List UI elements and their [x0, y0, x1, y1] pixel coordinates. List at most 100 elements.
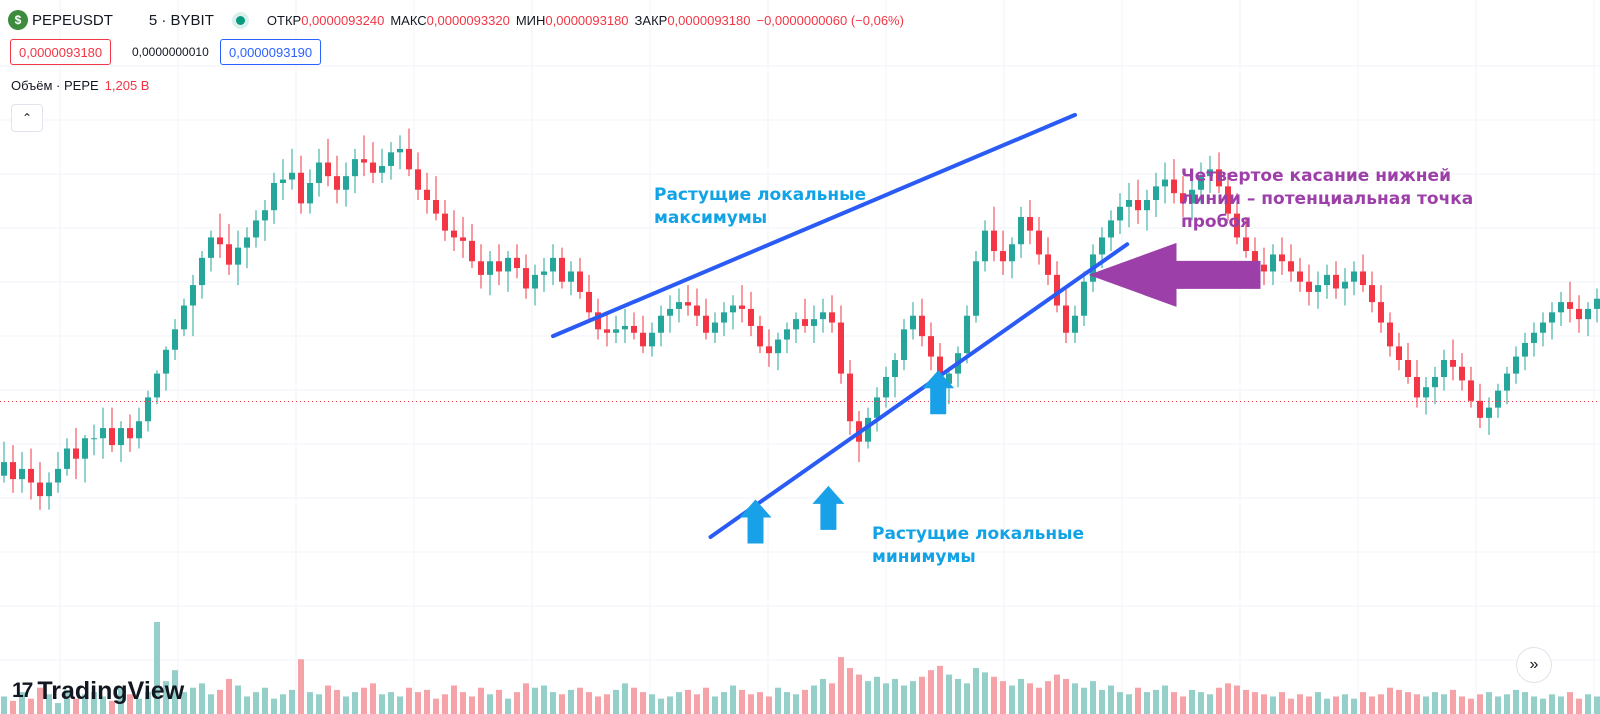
volume-bar — [955, 678, 961, 714]
candle-body — [1243, 237, 1249, 252]
volume-bar — [1279, 692, 1285, 714]
ohlc-high-label: МАКС — [390, 12, 427, 28]
volume-bar — [865, 681, 871, 714]
symbol-name[interactable]: PEPEUSDT — [32, 11, 113, 29]
volume-bar — [793, 694, 799, 714]
candle-body — [1054, 274, 1060, 306]
candle-body — [892, 359, 898, 377]
market-open-status-icon — [235, 15, 245, 25]
volume-bar — [1018, 678, 1024, 714]
volume-bar — [1027, 683, 1033, 714]
volume-bar — [1, 696, 7, 714]
volume-bar — [379, 694, 385, 714]
volume-bar — [406, 687, 412, 714]
candle-body — [631, 325, 637, 333]
buy-price-button[interactable]: 0,0000093190 — [220, 39, 322, 65]
scroll-to-realtime-button[interactable]: » — [1516, 647, 1552, 683]
volume-bar — [1108, 685, 1114, 714]
candle-body — [1342, 281, 1348, 289]
volume-bar — [1297, 694, 1303, 714]
volume-bar — [1333, 696, 1339, 714]
candle-body — [766, 346, 772, 354]
candle-body — [874, 397, 880, 418]
volume-legend-label: Объём · PEPE — [11, 78, 99, 93]
collapse-legend-button[interactable]: ⌃ — [11, 104, 43, 132]
candle-body — [82, 438, 88, 459]
volume-bar — [253, 692, 259, 714]
candle-body — [316, 162, 322, 183]
candle-body — [55, 468, 61, 483]
candle-body — [757, 325, 763, 347]
candle-body — [1405, 359, 1411, 377]
candle-body — [1441, 359, 1447, 377]
volume-bar — [1549, 694, 1555, 714]
volume-bar — [1522, 692, 1528, 714]
volume-bar — [694, 694, 700, 714]
volume-bar — [1252, 692, 1258, 714]
candle-body — [721, 312, 727, 323]
volume-bar — [1198, 692, 1204, 714]
volume-bar — [478, 687, 484, 714]
volume-bar — [676, 692, 682, 714]
volume-bar — [892, 678, 898, 714]
candle-body — [973, 261, 979, 316]
volume-bar — [856, 674, 862, 714]
volume-bar — [559, 694, 565, 714]
interval-exchange[interactable]: 5 · BYBIT — [148, 11, 214, 29]
candle-body — [937, 356, 943, 384]
annotation-rising-maxima: Растущие локальные максимумы — [654, 185, 867, 228]
ohlc-close-label: ЗАКР — [634, 12, 668, 28]
volume-bar — [964, 683, 970, 714]
volume-bar — [775, 687, 781, 714]
volume-bar — [1234, 685, 1240, 714]
volume-bar — [37, 687, 43, 714]
volume-legend[interactable]: Объём · PEPE 1,205 B — [11, 78, 149, 93]
double-chevron-right-icon: » — [1529, 656, 1539, 673]
candle-body — [802, 319, 808, 326]
volume-bar — [685, 689, 691, 714]
volume-bar — [109, 700, 115, 714]
volume-bar — [658, 698, 664, 714]
volume-bar — [1063, 678, 1069, 714]
volume-bar — [217, 689, 223, 714]
volume-bar — [325, 685, 331, 714]
volume-bar — [433, 698, 439, 714]
volume-bar — [1216, 687, 1222, 714]
candle-body — [1171, 179, 1177, 194]
volume-bar — [1585, 694, 1591, 714]
candle-body — [622, 325, 628, 330]
tradingview-logo[interactable]: 17 TradingView — [12, 674, 184, 708]
volume-bar — [298, 659, 304, 714]
candle-body — [1594, 298, 1600, 309]
volume-bar — [568, 689, 574, 714]
volume-bar — [334, 689, 340, 714]
volume-bar — [1270, 696, 1276, 714]
candle-body — [1297, 271, 1303, 282]
candle-body — [1504, 373, 1510, 391]
candle-body — [325, 162, 331, 177]
candle-body — [1, 462, 7, 476]
volume-bar — [1117, 692, 1123, 714]
candle-body — [1468, 380, 1474, 401]
candle-body — [190, 285, 196, 306]
volume-bar — [622, 683, 628, 714]
candle-body — [415, 169, 421, 190]
candle-body — [145, 397, 151, 422]
candle-body — [1558, 302, 1564, 313]
candle-body — [901, 329, 907, 360]
sell-price-button[interactable]: 0,0000093180 — [10, 39, 112, 65]
candle-body — [289, 172, 295, 180]
candle-body — [1036, 230, 1042, 255]
candle-body — [712, 322, 718, 333]
volume-bar — [271, 698, 277, 714]
candle-body — [1351, 271, 1357, 282]
candle-body — [46, 482, 52, 497]
volume-bar — [982, 672, 988, 714]
volume-bar — [1360, 692, 1366, 714]
volume-bar — [1468, 698, 1474, 714]
volume-bar — [1081, 687, 1087, 714]
symbol-header: $ PEPEUSDT 5 · BYBIT ОТКР 0,0000093240 М… — [8, 7, 910, 33]
support-trendline — [708, 242, 1130, 539]
volume-bar — [505, 698, 511, 714]
